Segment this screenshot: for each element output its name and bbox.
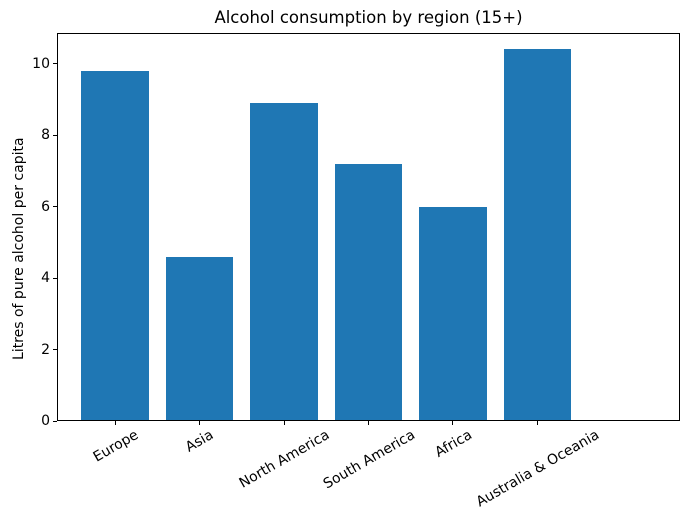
bar-asia	[165, 256, 234, 421]
y-tick-label: 8	[41, 127, 50, 144]
bar-europe	[81, 70, 149, 421]
x-tick-mark	[452, 421, 454, 425]
x-tick-mark	[368, 421, 369, 425]
x-tick-mark	[283, 421, 285, 425]
y-tick-mark	[53, 63, 57, 65]
x-tick-mark	[199, 421, 201, 425]
y-tick-label: 6	[41, 198, 50, 215]
y-tick-mark	[53, 277, 57, 279]
y-tick-label: 0	[41, 413, 50, 429]
x-tick-label: Africa	[432, 427, 475, 461]
bar-africa	[419, 206, 487, 421]
bar-south-america	[334, 163, 403, 421]
x-tick-label: Australia & Oceania	[473, 427, 603, 511]
bar-australia-oceania	[503, 49, 572, 421]
y-tick-label: 10	[32, 55, 50, 72]
bar-north-america	[250, 103, 318, 421]
y-axis-label: Litres of pure alcohol per capita	[11, 137, 27, 360]
y-tick-label: 2	[41, 341, 50, 358]
x-tick-label: North America	[236, 427, 333, 492]
y-tick-mark	[53, 206, 57, 208]
x-tick-mark	[536, 421, 538, 425]
x-tick-label: South America	[320, 427, 418, 493]
x-tick-label: Europe	[90, 427, 141, 466]
chart-title: Alcohol consumption by region (15+)	[214, 8, 523, 27]
y-tick-mark	[53, 349, 57, 351]
y-tick-mark	[53, 134, 57, 136]
y-tick-mark	[53, 420, 57, 422]
x-tick-mark	[114, 421, 116, 425]
x-tick-label: Asia	[183, 427, 217, 456]
y-tick-label: 4	[41, 270, 50, 287]
